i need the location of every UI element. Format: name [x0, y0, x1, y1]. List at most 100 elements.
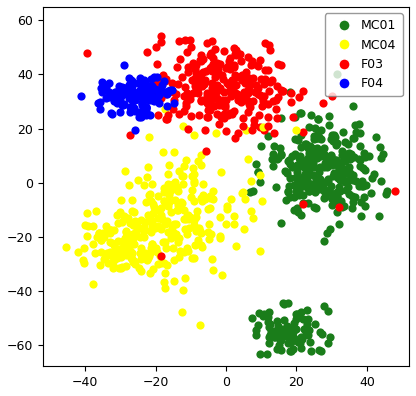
MC04	[180, 216, 187, 222]
F03	[265, 114, 272, 120]
MC04	[147, 214, 154, 221]
F04	[156, 100, 162, 106]
MC01	[280, 326, 287, 332]
MC01	[281, 328, 287, 334]
MC04	[241, 226, 248, 232]
MC04	[173, 184, 180, 190]
F04	[137, 87, 144, 93]
F04	[158, 89, 165, 95]
MC01	[277, 329, 284, 335]
MC01	[305, 150, 312, 156]
F03	[208, 94, 214, 101]
MC04	[185, 248, 191, 255]
MC04	[178, 200, 185, 206]
F04	[124, 86, 130, 93]
F03	[184, 69, 191, 75]
F03	[203, 68, 209, 74]
F03	[212, 74, 218, 80]
MC01	[297, 309, 304, 315]
MC04	[258, 198, 265, 204]
MC01	[331, 131, 337, 138]
F03	[248, 127, 255, 133]
F03	[203, 114, 210, 120]
MC04	[186, 225, 192, 231]
MC01	[292, 316, 299, 322]
MC04	[191, 180, 198, 187]
MC01	[355, 183, 362, 189]
MC01	[342, 158, 348, 164]
F03	[200, 56, 206, 63]
MC01	[340, 169, 347, 176]
MC01	[352, 194, 358, 200]
MC04	[101, 256, 108, 262]
MC01	[321, 188, 328, 194]
MC04	[167, 235, 174, 241]
F03	[262, 76, 268, 82]
F03	[218, 114, 224, 120]
MC01	[301, 173, 307, 180]
F04	[146, 92, 152, 98]
MC04	[181, 163, 188, 169]
MC01	[342, 139, 348, 145]
F04	[138, 108, 145, 114]
F03	[239, 72, 245, 79]
MC01	[309, 145, 316, 151]
F03	[277, 62, 284, 68]
F04	[126, 109, 133, 115]
F03	[243, 89, 250, 95]
MC04	[169, 224, 176, 230]
F04	[126, 86, 133, 93]
MC01	[325, 161, 332, 168]
MC04	[166, 188, 173, 194]
MC01	[358, 213, 364, 219]
F03	[156, 80, 163, 87]
F04	[111, 98, 118, 104]
MC04	[182, 274, 188, 281]
F03	[279, 88, 285, 94]
MC04	[230, 213, 237, 219]
MC01	[375, 213, 382, 219]
MC01	[361, 149, 367, 156]
MC01	[331, 169, 337, 176]
F03	[219, 76, 226, 83]
F03	[211, 46, 218, 52]
MC04	[190, 165, 197, 171]
MC01	[306, 163, 313, 169]
F03	[216, 101, 223, 107]
MC01	[303, 330, 310, 337]
F03	[206, 52, 213, 58]
MC01	[277, 150, 284, 157]
MC01	[305, 185, 311, 191]
F03	[192, 66, 198, 72]
MC04	[189, 187, 196, 194]
F03	[208, 84, 215, 91]
MC04	[124, 248, 131, 255]
F03	[194, 90, 201, 97]
MC04	[121, 249, 127, 255]
F03	[235, 129, 242, 136]
MC04	[97, 249, 104, 255]
Point	[293, 127, 300, 133]
MC04	[129, 196, 136, 203]
MC01	[378, 154, 384, 161]
F03	[210, 55, 217, 61]
F04	[142, 82, 149, 89]
MC01	[324, 229, 331, 236]
F03	[153, 60, 160, 67]
MC04	[109, 265, 116, 271]
F03	[240, 115, 246, 122]
F04	[143, 88, 150, 94]
MC04	[142, 250, 149, 256]
MC04	[185, 212, 191, 219]
MC04	[191, 222, 197, 228]
MC01	[351, 134, 357, 141]
MC01	[289, 163, 295, 169]
MC01	[293, 205, 300, 211]
MC01	[318, 127, 324, 133]
F04	[125, 95, 132, 101]
MC04	[250, 215, 256, 222]
MC01	[275, 155, 282, 162]
MC04	[90, 241, 97, 247]
MC01	[327, 183, 334, 189]
MC04	[100, 234, 106, 240]
